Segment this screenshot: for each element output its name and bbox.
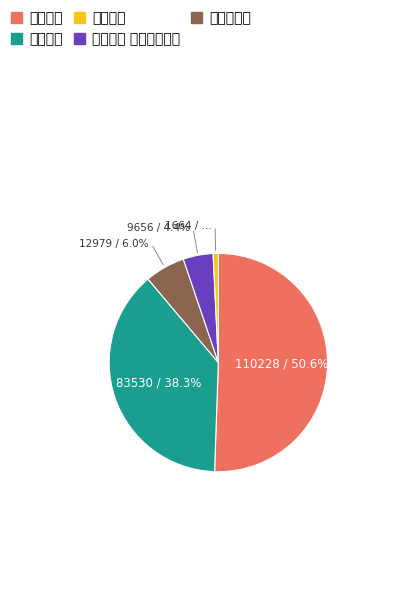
Wedge shape [184,253,219,362]
Text: 12979 / 6.0%: 12979 / 6.0% [79,238,148,249]
Wedge shape [109,279,219,471]
Text: 1664 / ...: 1664 / ... [165,221,212,231]
Legend: காங், பாமக, மநீம, நாம் தமிழர், அமுகா: காங், பாமக, மநீம, நாம் தமிழர், அமுகா [7,7,255,50]
Wedge shape [213,253,219,362]
Text: 110228 / 50.6%: 110228 / 50.6% [235,357,328,370]
Text: 9656 / 4.4%: 9656 / 4.4% [127,224,190,234]
Wedge shape [148,259,219,362]
Wedge shape [215,253,327,471]
Text: 83530 / 38.3%: 83530 / 38.3% [116,377,201,390]
